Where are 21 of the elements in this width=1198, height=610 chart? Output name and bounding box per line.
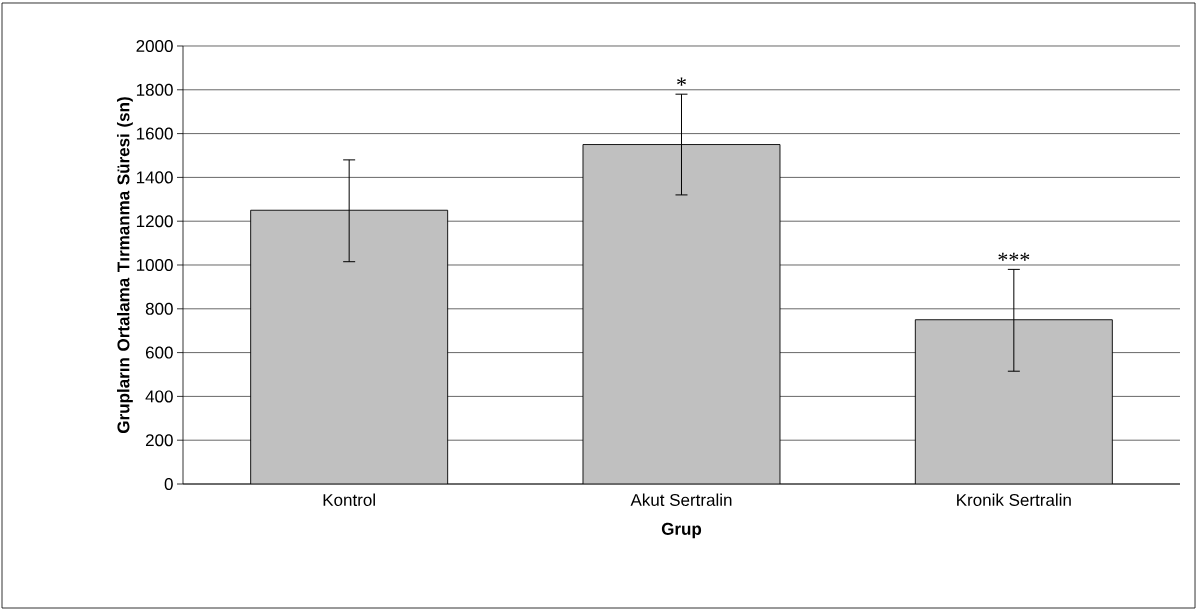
y-tick-label: 1400 — [136, 171, 173, 184]
y-axis-title: Grupların Ortalama Tırmanma Süresi (sn) — [116, 97, 133, 433]
annotation: *** — [998, 252, 1030, 261]
annotation: * — [677, 77, 686, 86]
y-tick-label: 200 — [145, 434, 173, 447]
y-tick-label: 1000 — [136, 258, 173, 272]
bar — [583, 144, 780, 484]
x-tick-label: Akut Sertralin — [630, 493, 732, 507]
y-tick-label: 800 — [145, 302, 173, 315]
y-tick-label: 1600 — [136, 127, 173, 140]
x-axis-title: Grup — [661, 522, 702, 539]
x-tick-label: Kontrol — [323, 493, 375, 507]
y-tick-label: 600 — [145, 346, 173, 359]
x-tick-label: Kronik Sertralin — [957, 493, 1071, 507]
y-tick-label: 400 — [145, 390, 173, 403]
y-tick-label: 2000 — [136, 39, 173, 53]
y-tick-label: 0 — [164, 477, 173, 491]
y-tick-label: 1200 — [136, 215, 173, 228]
y-tick-label: 1800 — [136, 83, 173, 96]
bar — [914, 319, 1113, 484]
bar — [250, 210, 448, 484]
